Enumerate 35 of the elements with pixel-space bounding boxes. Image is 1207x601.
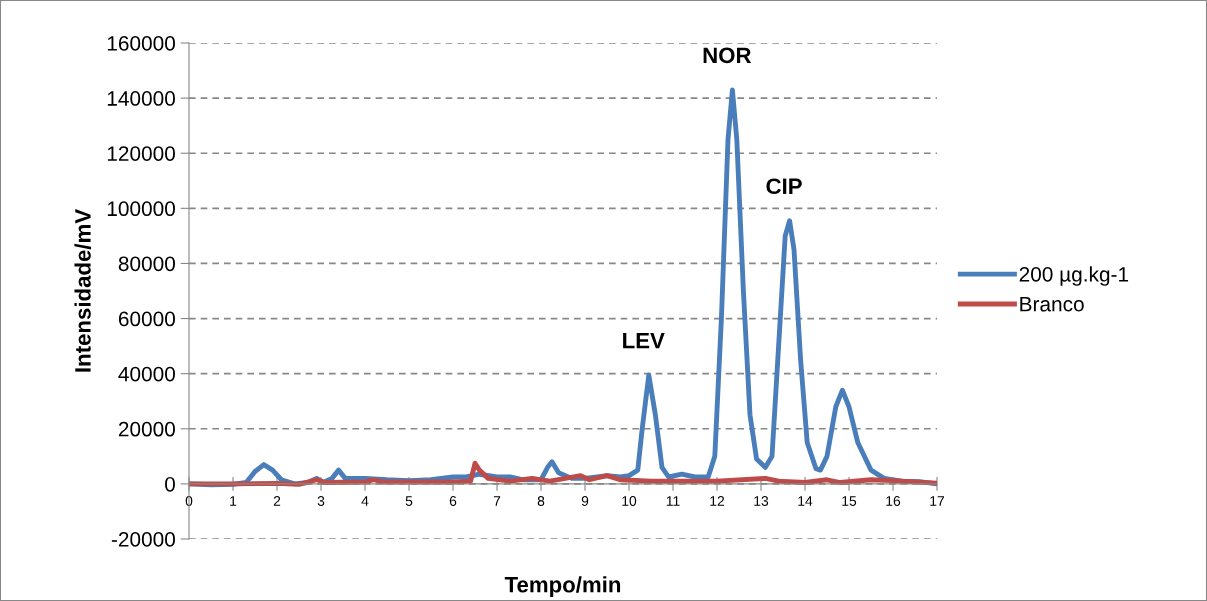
- y-axis-title: Intensidade/mV: [74, 209, 92, 372]
- x-axis-title: Tempo/min: [504, 576, 621, 597]
- y-tick-label: 100000: [107, 201, 175, 217]
- x-tick-label: 2: [273, 496, 281, 506]
- legend-label: Branco: [1020, 296, 1084, 312]
- x-tick-label: 3: [317, 496, 325, 506]
- x-tick-label: 7: [493, 496, 501, 506]
- x-tick-label: 15: [842, 496, 857, 506]
- x-tick-label: 1: [230, 496, 237, 506]
- x-tick-label: 17: [930, 496, 945, 506]
- x-tick-label: 8: [537, 496, 545, 506]
- y-tick-label: 160000: [107, 36, 175, 51]
- y-tick-label: -20000: [111, 532, 175, 547]
- x-tick-label: 12: [710, 496, 725, 506]
- annotation: LEV: [623, 332, 665, 349]
- x-tick-label: 11: [666, 496, 680, 506]
- x-tick-label: 10: [622, 496, 637, 506]
- y-tick-label: 20000: [118, 421, 175, 437]
- y-tick-label: 80000: [118, 256, 175, 272]
- x-tick-label: 4: [361, 496, 369, 506]
- x-tick-label: 6: [449, 496, 457, 506]
- annotation: NOR: [703, 47, 752, 64]
- y-tick-label: 140000: [107, 91, 175, 106]
- x-tick-label: 9: [581, 496, 589, 506]
- x-tick-label: 5: [405, 496, 413, 506]
- y-tick-label: 120000: [107, 146, 175, 161]
- y-tick-label: 60000: [118, 311, 175, 327]
- x-tick-label: 14: [798, 496, 813, 506]
- x-tick-label: 0: [185, 496, 193, 506]
- annotation: CIP: [766, 178, 802, 195]
- y-tick-label: 40000: [118, 366, 175, 382]
- y-tick-label: 0: [165, 476, 175, 492]
- x-tick-label: 13: [754, 496, 769, 506]
- x-tick-label: 16: [886, 496, 901, 506]
- legend-label: 200 µg.kg-1: [1019, 266, 1129, 286]
